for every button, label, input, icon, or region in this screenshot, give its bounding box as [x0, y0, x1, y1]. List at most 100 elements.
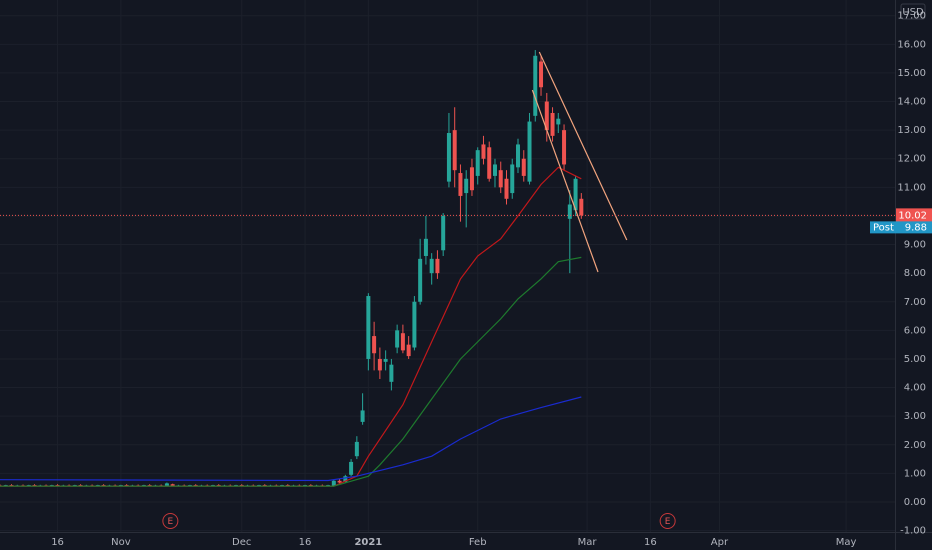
candle-body — [562, 130, 567, 165]
candle-body — [389, 364, 394, 382]
y-tick-label: 14.00 — [897, 97, 926, 108]
y-tick-label: 12.00 — [897, 154, 926, 165]
candle-body — [556, 118, 561, 125]
y-tick-label: 6.00 — [904, 325, 926, 336]
candle-body — [492, 164, 497, 176]
candle-body — [573, 178, 578, 211]
y-tick-label: 2.00 — [904, 440, 926, 451]
y-tick-label: 1.00 — [904, 468, 926, 479]
x-tick-label: 16 — [299, 537, 312, 548]
candle-body — [406, 344, 411, 357]
candle-body — [337, 480, 342, 483]
candle-body — [95, 485, 100, 487]
plot — [0, 50, 895, 487]
candle-body — [429, 258, 434, 274]
candle-body — [533, 55, 538, 116]
x-tick-label: Feb — [469, 537, 487, 548]
candle-body — [464, 178, 469, 194]
candle-body — [521, 158, 526, 176]
candle-body — [377, 358, 382, 371]
candle-body — [475, 150, 480, 176]
y-tick-label: 8.00 — [904, 268, 926, 279]
candle-body — [262, 485, 267, 487]
last-price-tag — [896, 208, 932, 223]
x-tick-label: 16 — [644, 537, 657, 548]
candle-body — [303, 485, 308, 487]
y-tick-label: 13.00 — [897, 125, 926, 136]
candle-body — [539, 61, 544, 88]
y-tick-label: 11.00 — [897, 182, 926, 193]
candle-body — [124, 485, 129, 487]
candle-body — [487, 147, 492, 179]
candle-body — [101, 485, 106, 487]
post-tag — [870, 221, 932, 234]
earnings-label: E — [168, 517, 174, 527]
candle-body — [544, 101, 549, 131]
earnings-label: E — [665, 517, 671, 527]
candle-body — [349, 461, 354, 475]
earnings-marker — [659, 513, 676, 529]
candle-body — [3, 485, 8, 487]
earnings-marker — [162, 513, 179, 529]
candle-body — [510, 164, 515, 194]
candle-body — [366, 296, 371, 359]
candle-body — [360, 410, 365, 422]
candle-body — [567, 204, 572, 219]
candle-body — [308, 485, 313, 487]
candle-body — [239, 485, 244, 487]
candle-body — [49, 485, 54, 487]
candle-body — [383, 358, 388, 362]
trendline — [531, 89, 599, 273]
x-tick-label: Mar — [578, 537, 598, 548]
candle-body — [452, 130, 457, 171]
x-tick-label: May — [836, 537, 857, 548]
x-tick-label: Dec — [232, 537, 251, 548]
y-tick-label: 17.00 — [897, 11, 926, 22]
grid — [0, 0, 895, 532]
candle-body — [441, 215, 446, 251]
candle-body — [400, 333, 405, 351]
candle-body — [435, 258, 440, 274]
y-tick-label: 4.00 — [904, 383, 926, 394]
candle-body — [446, 133, 451, 182]
candle-body — [9, 485, 14, 487]
candle-body — [516, 144, 521, 168]
candle-body — [26, 485, 31, 487]
last-price-label: 10.02 — [898, 210, 927, 221]
y-tick-label: 7.00 — [904, 297, 926, 308]
candle-body — [458, 173, 463, 196]
candle-body — [372, 336, 377, 354]
candle-body — [55, 485, 60, 487]
candle-body — [193, 485, 198, 487]
candle-body — [504, 178, 509, 199]
candle-body — [326, 485, 331, 487]
x-tick-label: 16 — [51, 537, 64, 548]
candle-body — [32, 485, 37, 487]
y-tick-label: 15.00 — [897, 68, 926, 79]
candle-body — [78, 485, 83, 487]
moving-average — [0, 396, 582, 482]
post-price: 9.88 — [905, 222, 927, 233]
y-tick-label: 5.00 — [904, 354, 926, 365]
candle-body — [579, 198, 584, 216]
candle-body — [210, 485, 215, 487]
candle-body — [354, 441, 359, 457]
price-axis-bg — [896, 0, 932, 532]
candle-body — [498, 170, 503, 188]
candle-body — [280, 485, 285, 487]
trendline — [538, 51, 628, 241]
y-tick-label: 16.00 — [897, 39, 926, 50]
post-label: Post — [873, 222, 894, 233]
x-tick-label: 2021 — [354, 537, 382, 548]
candle-body — [233, 485, 238, 487]
y-tick-label: 0.00 — [904, 497, 926, 508]
candle-body — [285, 485, 290, 487]
candle-body — [331, 480, 336, 486]
candle-body — [412, 301, 417, 348]
x-tick-label: Nov — [111, 537, 131, 548]
moving-average — [0, 256, 582, 487]
y-tick-label: 9.00 — [904, 240, 926, 251]
